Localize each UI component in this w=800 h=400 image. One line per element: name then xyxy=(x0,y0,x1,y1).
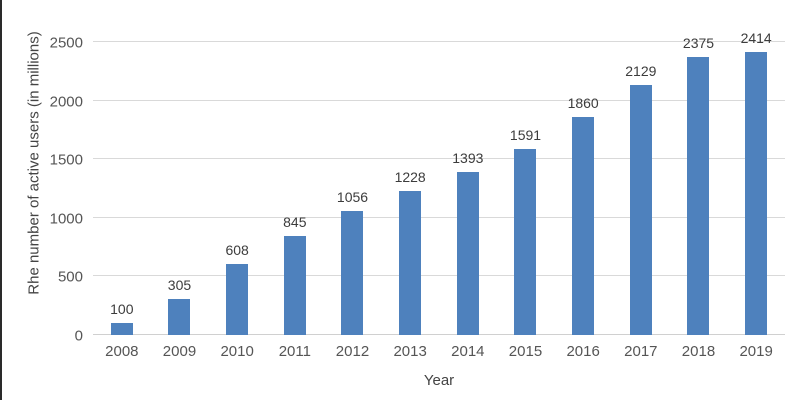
y-tick-label: 0 xyxy=(74,327,83,345)
gridline xyxy=(93,41,785,42)
bar-2009 xyxy=(168,299,191,335)
gridline xyxy=(93,158,785,160)
category-slot: 1591 2015 xyxy=(497,42,555,360)
x-axis-title: Year xyxy=(423,372,455,389)
x-tick-label: 2018 xyxy=(681,343,716,360)
x-tick-label: 2013 xyxy=(393,343,427,360)
bar-2013 xyxy=(399,191,422,335)
bar-2011 xyxy=(283,235,306,335)
bar-2016 xyxy=(572,117,595,335)
bar-2014 xyxy=(456,171,479,335)
category-slot: 2414 2019 xyxy=(727,30,785,360)
y-tick-label: 500 xyxy=(57,268,83,286)
x-axis-line xyxy=(93,334,785,335)
y-tick-label: 2000 xyxy=(49,93,83,111)
category-slot: 845 2011 xyxy=(266,42,324,360)
bar-value-label: 845 xyxy=(283,213,307,230)
bar-2015 xyxy=(514,148,537,335)
bar-value-label: 1393 xyxy=(452,149,484,166)
category-slot: 1056 2012 xyxy=(324,42,382,360)
bar-value-label: 1860 xyxy=(567,95,599,112)
category-slot: 305 2009 xyxy=(151,42,209,360)
y-tick-label: 1500 xyxy=(49,151,83,169)
x-tick-label: 2012 xyxy=(335,343,370,360)
bar-value-label: 1228 xyxy=(394,169,426,186)
left-edge-border xyxy=(0,0,2,400)
bar-value-label: 2129 xyxy=(625,63,657,80)
bar-value-label: 305 xyxy=(167,277,192,294)
bar-2012 xyxy=(341,211,364,335)
gridline xyxy=(93,275,785,277)
gridline xyxy=(93,216,785,218)
bar-value-label: 1056 xyxy=(336,189,369,206)
bar-2017 xyxy=(629,85,652,335)
x-tick-label: 2019 xyxy=(739,343,773,360)
gridline xyxy=(93,99,785,101)
x-tick-label: 2010 xyxy=(220,343,254,360)
bar-value-label: 100 xyxy=(110,301,134,318)
category-slot: 1228 2013 xyxy=(381,42,439,360)
bar-value-label: 1591 xyxy=(509,126,542,143)
bar-value-label: 2375 xyxy=(682,34,715,51)
bar-value-label: 608 xyxy=(225,241,249,258)
x-tick-label: 2016 xyxy=(566,343,600,360)
category-slot: 608 2010 xyxy=(208,42,266,360)
y-tick-label: 2500 xyxy=(49,34,83,52)
bar-2008 xyxy=(110,323,133,335)
x-tick-label: 2014 xyxy=(451,343,485,360)
category-slot: 100 2008 xyxy=(93,42,151,360)
category-slot: 2129 2017 xyxy=(612,42,670,360)
x-tick-label: 2015 xyxy=(508,343,543,360)
category-slot: 1860 2016 xyxy=(554,42,612,360)
y-tick-label: 1000 xyxy=(49,210,83,228)
category-slot: 1393 2014 xyxy=(439,42,497,360)
x-tick-label: 2017 xyxy=(624,343,658,360)
x-tick-label: 2008 xyxy=(105,343,139,360)
bar-2019 xyxy=(745,52,768,335)
x-tick-label: 2009 xyxy=(162,343,197,360)
plot-area: 0 500 1000 1500 2000 2500 100 2008 305 2009 608 201… xyxy=(50,30,785,360)
bar-2018 xyxy=(687,56,710,335)
y-axis-title: Rhe number of active users (in millions) xyxy=(25,31,43,295)
bar-value-label: 2414 xyxy=(740,30,772,47)
x-tick-label: 2011 xyxy=(278,343,311,360)
bar-2010 xyxy=(226,263,249,335)
category-slot: 2375 2018 xyxy=(670,35,728,360)
